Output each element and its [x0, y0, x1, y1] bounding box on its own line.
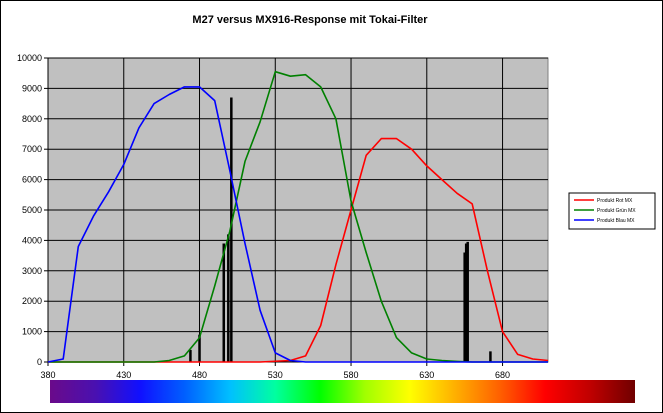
- legend: Produkt Rot MX Produkt Grün MX Produkt Bla…: [568, 192, 656, 230]
- spectrum-bar: [50, 380, 635, 403]
- y-tick-label: 6000: [22, 175, 42, 185]
- x-tick-label: 580: [344, 370, 359, 380]
- series-line: [47, 86, 548, 363]
- series-lines: [47, 70, 549, 363]
- emission-lines: [189, 97, 492, 362]
- legend-box: [568, 192, 656, 230]
- y-tick-label: 4000: [22, 235, 42, 245]
- y-tick-label: 2000: [22, 296, 42, 306]
- legend-label: Produkt Grün MX: [597, 208, 636, 214]
- axis-labels: 0 1000 2000 3000 4000 5000 6000 7000 8000 9000 100…: [17, 53, 510, 380]
- x-tick-label: 630: [419, 370, 434, 380]
- y-tick-label: 10000: [17, 53, 42, 63]
- y-tick-label: 9000: [22, 83, 42, 93]
- x-tick-label: 530: [268, 370, 283, 380]
- y-tick-label: 7000: [22, 144, 42, 154]
- y-tick-label: 0: [37, 357, 42, 367]
- y-tick-label: 3000: [22, 266, 42, 276]
- y-tick-label: 5000: [22, 205, 42, 215]
- x-tick-label: 680: [495, 370, 510, 380]
- legend-label: Produkt Blau MX: [597, 218, 635, 224]
- x-tick-label: 430: [116, 370, 131, 380]
- y-tick-label: 1000: [22, 327, 42, 337]
- x-tick-label: 480: [192, 370, 207, 380]
- chart-title: M27 versus MX916-Response mit Tokai-Filt…: [192, 14, 428, 26]
- x-tick-label: 380: [40, 370, 55, 380]
- series-line: [48, 70, 548, 363]
- series-line: [48, 137, 549, 363]
- legend-label: Produkt Rot MX: [597, 198, 633, 204]
- y-tick-label: 8000: [22, 114, 42, 124]
